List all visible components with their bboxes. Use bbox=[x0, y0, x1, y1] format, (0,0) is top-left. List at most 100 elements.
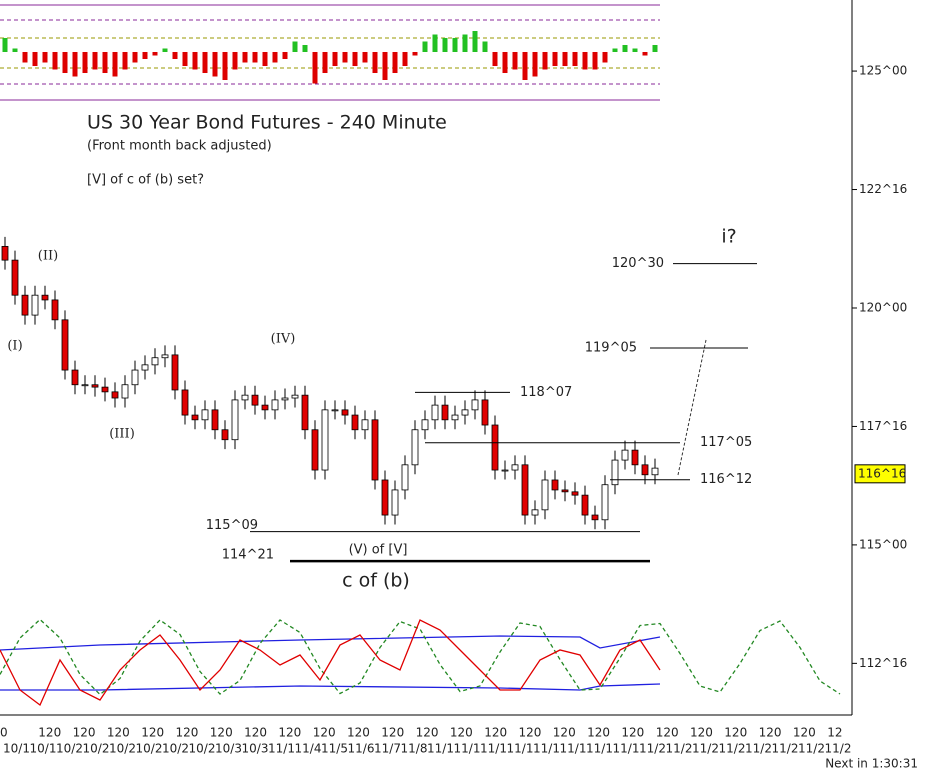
candle-body bbox=[51, 299, 59, 321]
x-tick-label: 120 bbox=[347, 726, 370, 740]
x-tick-label: 10/1 bbox=[3, 742, 30, 756]
histogram-bar bbox=[362, 52, 368, 63]
histogram-bar bbox=[462, 34, 468, 52]
x-tick-label: 120 bbox=[176, 726, 199, 740]
candle-body bbox=[251, 394, 259, 406]
histogram-bar bbox=[232, 52, 238, 70]
candle-body bbox=[611, 459, 619, 486]
candle-body bbox=[241, 394, 249, 401]
x-tick-label: 10/2 bbox=[189, 742, 216, 756]
histogram-bar bbox=[202, 52, 208, 73]
x-tick-label: 120 bbox=[484, 726, 507, 740]
candle-body bbox=[41, 294, 49, 301]
candle-body bbox=[211, 409, 219, 431]
histogram-bar bbox=[612, 48, 618, 52]
histogram-bar bbox=[432, 34, 438, 52]
top-pane-guides bbox=[0, 4, 660, 101]
candle-body bbox=[201, 409, 209, 421]
candle-body bbox=[161, 354, 169, 359]
candle-body bbox=[141, 364, 149, 371]
histogram-bar bbox=[452, 38, 458, 52]
x-tick-label: 11/2 bbox=[719, 742, 746, 756]
candle-body bbox=[61, 319, 69, 371]
last-price-box bbox=[854, 464, 906, 484]
level-label: 116^12 bbox=[700, 472, 752, 487]
oscillator-line bbox=[0, 635, 661, 651]
x-tick-label: 120 bbox=[244, 726, 267, 740]
histogram-bar bbox=[542, 52, 548, 70]
x-tick-label: 10/2 bbox=[83, 742, 110, 756]
histogram-bar bbox=[62, 52, 68, 73]
candle-body bbox=[531, 509, 539, 516]
x-tick-label: 120 bbox=[141, 726, 164, 740]
histogram-bar bbox=[622, 45, 628, 52]
histogram-bar bbox=[142, 52, 148, 59]
wave-label: (I) bbox=[7, 339, 22, 354]
x-tick-label: 10/2 bbox=[162, 742, 189, 756]
candle-body bbox=[461, 409, 469, 416]
candle-body bbox=[181, 389, 189, 416]
x-tick-label: 120 bbox=[416, 726, 439, 740]
histogram-bar bbox=[132, 52, 138, 63]
x-tick-label: 120 bbox=[724, 726, 747, 740]
candle-body bbox=[301, 394, 309, 431]
x-tick-label: 12 bbox=[827, 726, 842, 740]
histogram-bar bbox=[122, 52, 128, 70]
histogram-bar bbox=[372, 52, 378, 73]
candle-body bbox=[371, 419, 379, 481]
wave-label: c of (b) bbox=[342, 570, 410, 592]
histogram-bar bbox=[292, 41, 298, 52]
histogram-bar bbox=[22, 52, 28, 63]
x-tick-label: 10/3 bbox=[242, 742, 269, 756]
candle-body bbox=[291, 394, 299, 399]
x-tick-label: 120 bbox=[793, 726, 816, 740]
x-tick-label: 10/2 bbox=[109, 742, 136, 756]
histogram-bar bbox=[322, 52, 328, 73]
candle-body bbox=[511, 464, 519, 471]
x-tick-label: 120 bbox=[381, 726, 404, 740]
histogram-bar bbox=[52, 52, 58, 70]
x-tick-label: 120 bbox=[73, 726, 96, 740]
y-tick-label: 115^00 bbox=[859, 537, 907, 551]
x-tick-label: 0 bbox=[0, 726, 8, 740]
histogram-bar bbox=[312, 52, 318, 84]
histogram-bar bbox=[582, 52, 588, 70]
histogram-bar bbox=[182, 52, 188, 66]
x-tick-label: 11/1 bbox=[480, 742, 507, 756]
candle-body bbox=[101, 386, 109, 393]
chart-note: [V] of c of (b) set? bbox=[87, 173, 204, 188]
candle-body bbox=[631, 449, 639, 466]
x-tick-label: 11/2 bbox=[825, 742, 852, 756]
histogram-bar bbox=[352, 52, 358, 66]
y-tick-label: 112^16 bbox=[859, 656, 907, 670]
histogram-bar bbox=[262, 52, 268, 66]
x-tick-label: 10/1 bbox=[30, 742, 57, 756]
candle-body bbox=[441, 404, 449, 421]
candle-body bbox=[551, 479, 559, 491]
histogram-bar bbox=[382, 52, 388, 80]
candle-body bbox=[311, 429, 319, 471]
candle-body bbox=[341, 409, 349, 416]
candle-body bbox=[641, 464, 649, 476]
x-tick-label: 11/2 bbox=[772, 742, 799, 756]
histogram-bar bbox=[302, 45, 308, 52]
histogram-bar bbox=[512, 52, 518, 70]
x-tick-label: 10/3 bbox=[215, 742, 242, 756]
x-tick-label: 120 bbox=[690, 726, 713, 740]
candle-body bbox=[11, 259, 19, 296]
x-tick-label: 11/4 bbox=[295, 742, 322, 756]
candle-body bbox=[71, 369, 79, 386]
x-tick-label: 120 bbox=[450, 726, 473, 740]
histogram-bar bbox=[342, 52, 348, 63]
histogram-bar bbox=[472, 31, 478, 52]
countdown: Next in 1:30:31 bbox=[825, 757, 918, 771]
level-label: 115^09 bbox=[206, 518, 258, 533]
wave-label: (V) of [V] bbox=[349, 543, 408, 558]
candle-body bbox=[581, 494, 589, 516]
histogram-bar bbox=[652, 45, 658, 52]
x-tick-label: 120 bbox=[519, 726, 542, 740]
candle-body bbox=[571, 491, 579, 496]
